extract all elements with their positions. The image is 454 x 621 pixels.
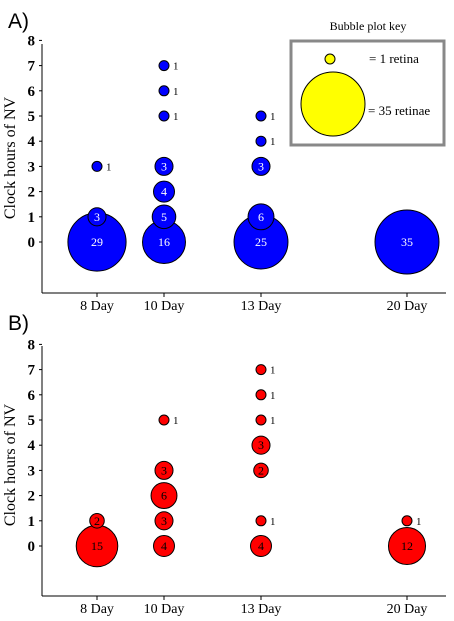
panel-a-bubble: [374, 209, 440, 275]
panel-b-bubble-count-label: 1: [270, 516, 276, 528]
panel-a-bubble-count-label: 1: [173, 61, 179, 73]
panel-a-bubble: [87, 207, 107, 227]
panel-b-bubble: [387, 526, 427, 566]
panel-a-bubble-count-label: 3: [161, 159, 167, 173]
panel-b-y-tick-label: 8: [28, 337, 36, 353]
panel-a-y-tick-label: 2: [28, 185, 36, 201]
panel-b-bubble: [253, 462, 269, 479]
panel-b-x-tick-label: 20 Day: [387, 602, 428, 617]
panel-a-bubble-count-label: 1: [270, 111, 276, 123]
panel-a-bubble-count-label: 1: [173, 86, 179, 98]
panel-a-bubble: [158, 60, 170, 72]
panel-b-bubble: [251, 435, 271, 455]
panel-b-bubble: [89, 513, 105, 529]
panel-b-bubble-count-label: 4: [161, 539, 167, 553]
panel-a-y-tick-label: 6: [28, 84, 36, 100]
panel-a-y-tick-label: 5: [28, 109, 36, 125]
panel-a-x-tick-label: 10 Day: [144, 299, 185, 314]
panel-b-bubble-count-label: 1: [270, 415, 276, 427]
panel-a-bubble: [251, 156, 271, 176]
panel-b-bubble: [153, 535, 175, 557]
panel-a-bubble: [158, 85, 170, 97]
panel-a-bubble-count-label: 16: [158, 235, 170, 249]
panel-b-bubble-count-label: 1: [270, 390, 276, 402]
legend-large-label: = 35 retinae: [368, 103, 430, 118]
panel-b-x-tick-label: 10 Day: [144, 602, 185, 617]
panel-b-bubble: [255, 515, 267, 527]
legend-title: Bubble plot key: [330, 19, 407, 33]
panel-a-bubble-count-label: 29: [91, 235, 103, 249]
panel-b-bubble-count-label: 15: [91, 539, 103, 553]
panel-b-bubble-count-label: 12: [401, 539, 413, 553]
panel-b-y-tick-label: 0: [28, 539, 36, 555]
panel-b-bubble-count-label: 2: [258, 463, 264, 477]
panel-b-bubble: [154, 511, 174, 531]
panel-a-bubble: [151, 204, 177, 230]
panel-a-bubble: [255, 135, 267, 147]
panel-a-y-tick-label: 0: [28, 235, 36, 251]
panel-b-bubble-count-label: 6: [161, 489, 167, 503]
panel-a-bubble: [255, 110, 267, 122]
panel-b-y-tick-label: 1: [28, 514, 36, 530]
panel-a-bubble: [158, 110, 170, 122]
panel-b-bubble-count-label: 3: [161, 514, 167, 528]
panel-b-y-tick-label: 6: [28, 388, 36, 404]
panel-b-y-tick-label: 7: [28, 363, 36, 379]
panel-b-bubble: [150, 482, 178, 510]
panel-b-y-tick-label: 2: [28, 489, 36, 505]
panel-b-y-tick-label: 5: [28, 413, 36, 429]
panel-a-bubble-count-label: 1: [173, 111, 179, 123]
panel-a-bubble: [154, 156, 174, 176]
panel-a-bubble-count-label: 5: [161, 210, 167, 224]
panel-a-y-tick-label: 1: [28, 210, 36, 226]
panel-a-y-tick-label: 7: [28, 59, 36, 75]
legend-large-bubble: [300, 71, 366, 137]
panel-a: A) Clock hours of NV 0 1 2 3 4 5 6 7 8 8 Day 10 Da…: [2, 10, 446, 314]
panel-a-y-tick-label: 3: [28, 159, 36, 175]
panel-b-bubble-count-label: 1: [416, 516, 422, 528]
panel-a-bubble-count-label: 25: [255, 235, 267, 249]
panel-a-bubble-count-label: 3: [94, 210, 100, 224]
panel-a-x-tick-label: 8 Day: [80, 299, 114, 314]
panel-a-bubble-count-label: 6: [258, 210, 264, 224]
panel-a-bubble: [91, 160, 103, 172]
panel-a-x-tick-label: 20 Day: [387, 299, 428, 314]
panel-b-bubble-count-label: 1: [173, 415, 179, 427]
panel-b-y-tick-label: 4: [28, 438, 36, 454]
panel-b-bubble-count-label: 1: [270, 365, 276, 377]
panel-b-bubble: [250, 535, 272, 557]
panel-a-bubble-count-label: 35: [401, 235, 413, 249]
panel-a-y-tick-label: 4: [28, 134, 36, 150]
legend-small-bubble: [324, 53, 336, 65]
panel-b-x-tick-label: 8 Day: [80, 602, 114, 617]
panel-a-letter: A): [8, 10, 29, 33]
panel-a-bubble: [247, 203, 275, 231]
panel-b-bubble-count-label: 4: [258, 539, 264, 553]
panel-b-bubble: [255, 364, 267, 376]
panel-a-y-tick-label: 8: [28, 33, 36, 49]
panel-b-bubble-count-label: 3: [258, 438, 264, 452]
panel-a-bubble-count-label: 3: [258, 159, 264, 173]
panel-a-bubble: [153, 180, 175, 203]
panel-b-bubble: [154, 460, 174, 480]
panel-b-y-axis-label: Clock hours of NV: [2, 403, 19, 526]
panel-b-bubble-count-label: 3: [161, 463, 167, 477]
panel-a-bubble-count-label: 1: [270, 136, 276, 148]
bubble-plot-key: Bubble plot key = 1 retina = 35 retinae: [289, 19, 446, 147]
panel-a-bubble-count-label: 4: [161, 185, 167, 199]
panel-b-x-tick-label: 13 Day: [241, 602, 282, 617]
panel-b-bubble: [255, 389, 267, 401]
panel-b-letter: B): [8, 312, 29, 335]
legend-small-label: = 1 retina: [369, 51, 419, 66]
panel-a-y-axis-label: Clock hours of NV: [2, 96, 19, 219]
panel-b-bubble-count-label: 2: [94, 514, 100, 528]
panel-a-x-tick-label: 13 Day: [241, 299, 282, 314]
panel-b-y-tick-label: 3: [28, 463, 36, 479]
panel-a-bubble-count-label: 1: [106, 161, 112, 173]
panel-b-bubble: [255, 414, 267, 426]
panel-b-bubble: [401, 515, 413, 527]
panel-b-bubble: [158, 414, 170, 426]
